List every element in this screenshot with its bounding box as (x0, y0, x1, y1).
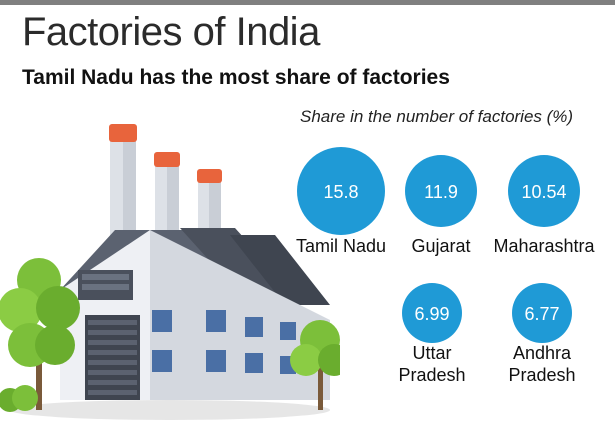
category-label-andhra-pradesh: Pradesh (508, 365, 575, 385)
category-label-gujarat: Gujarat (411, 236, 470, 256)
category-label-uttar-pradesh: Uttar (412, 343, 451, 363)
category-label-uttar-pradesh: Pradesh (398, 365, 465, 385)
bubble-maharashtra (508, 155, 580, 227)
category-label-tamil-nadu: Tamil Nadu (296, 236, 386, 256)
category-label-maharashtra: Maharashtra (493, 236, 595, 256)
page-title: Factories of India (22, 10, 320, 54)
page-subtitle: Tamil Nadu has the most share of factori… (22, 66, 450, 89)
value-label-maharashtra: 10.54 (521, 182, 566, 202)
bubble-gujarat (405, 155, 477, 227)
bubble-tamil-nadu (297, 147, 385, 235)
value-label-uttar-pradesh: 6.99 (414, 304, 449, 324)
category-label-andhra-pradesh: Andhra (513, 343, 572, 363)
value-label-gujarat: 11.9 (424, 182, 458, 202)
bush-icon (0, 385, 38, 412)
chart-caption: Share in the number of factories (%) (300, 107, 574, 126)
value-label-andhra-pradesh: 6.77 (524, 304, 559, 324)
bubble-andhra-pradesh (512, 283, 572, 343)
factory-illustration (0, 124, 340, 420)
value-label-tamil-nadu: 15.8 (323, 182, 358, 202)
tree-icon (0, 258, 80, 410)
tree-icon (290, 320, 340, 410)
bubble-uttar-pradesh (402, 283, 462, 343)
top-rule (0, 0, 615, 5)
